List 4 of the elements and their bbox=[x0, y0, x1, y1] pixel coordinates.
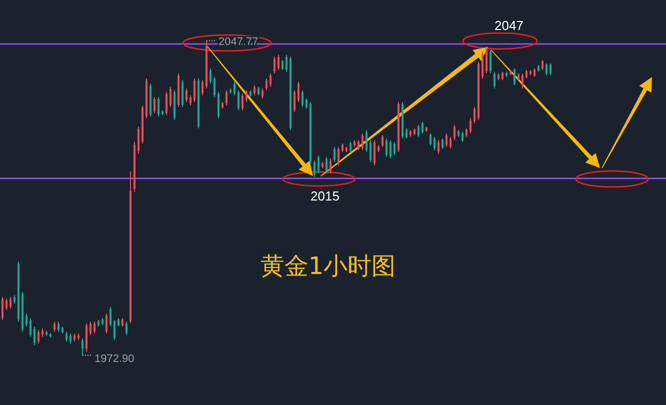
annotation: 1972.90 bbox=[94, 353, 134, 366]
ref-line-label: 2015 bbox=[310, 188, 340, 204]
text: 黄金1小时图 bbox=[260, 252, 396, 280]
ref-line-label: 2047 bbox=[494, 18, 524, 33]
